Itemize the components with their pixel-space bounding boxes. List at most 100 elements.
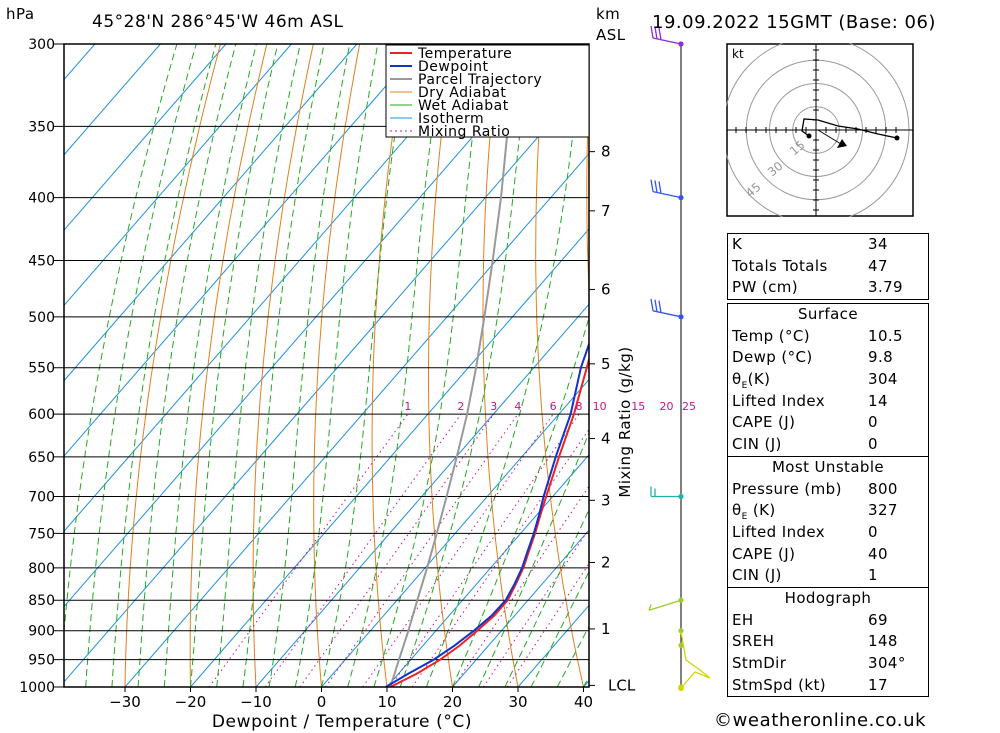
km-tick-label: 6: [601, 280, 611, 298]
legend-isotherm: Isotherm: [418, 111, 484, 127]
dry-adiabat-line: [313, 44, 361, 687]
temp-tick-label: 40: [574, 693, 593, 711]
wind-barb-flag: [650, 179, 654, 192]
pressure-tick-label: 1000: [19, 680, 55, 696]
mixing-ratio-line: [389, 413, 580, 687]
surface-temp-label: Temp (°C): [732, 326, 811, 345]
indices-table: K 34 Totals Totals 47 PW (cm) 3.79: [727, 233, 929, 301]
pressure-tick-label: 800: [28, 561, 55, 577]
legend-wet-adiabat: Wet Adiabat: [418, 98, 509, 114]
legend-temperature: Temperature: [417, 46, 512, 62]
wet-adiabat-line: [321, 44, 410, 687]
hodograph: kt 15 30 45: [726, 43, 914, 217]
isotherm-line: [0, 44, 29, 687]
dewpoint-line: [385, 341, 589, 687]
isotherm-line: [190, 228, 589, 687]
pressure-tick-label: 950: [28, 653, 55, 669]
pressure-tick-label: 300: [28, 37, 55, 53]
dry-adiabat-line: [371, 44, 407, 687]
surface-li-value: 14: [868, 391, 888, 410]
pressure-tick-label: 350: [28, 119, 55, 135]
temp-tick-label: 0: [317, 693, 327, 711]
storm-motion-vector: [817, 129, 842, 145]
mixing-ratio-line: [506, 562, 589, 687]
mixing-ratio-line: [299, 413, 495, 687]
wind-barb-flag: [650, 25, 654, 39]
km-tick-label: 4: [601, 430, 611, 448]
pressure-tick-label: 600: [28, 407, 55, 423]
surface-cape-value: 0: [868, 413, 878, 432]
mixing-ratio-label: 3: [490, 400, 497, 413]
wind-barb-shaft: [652, 310, 682, 318]
wet-adiabat-line: [399, 44, 531, 687]
surface-table: Surface Temp (°C) 10.5 Dewp (°C) 9.8 θE(K)…: [727, 303, 929, 698]
wet-adiabat-line: [85, 44, 197, 687]
location-title: 45°28'N 286°45'W 46m ASL: [92, 12, 344, 32]
mu-theta-value: 327: [868, 501, 898, 520]
isotherm-line: [64, 44, 161, 156]
eh-label: EH: [732, 610, 754, 629]
pressure-tick-label: 850: [28, 593, 55, 609]
hodograph-start-dot: [806, 133, 812, 139]
parcel-trajectory-line: [389, 44, 519, 687]
isotherm-line: [321, 378, 589, 687]
wet-adiabat-line: [347, 44, 445, 687]
wet-adiabat-line: [163, 44, 257, 687]
pressure-tick-label: 400: [28, 191, 55, 207]
isotherm-line: [64, 44, 358, 382]
mixing-ratio-label: 10: [593, 400, 607, 413]
storm-motion-marker: [837, 139, 847, 148]
pressure-tick-label: 650: [28, 450, 55, 466]
wind-barb-shaft: [648, 599, 682, 611]
totals-label: Totals Totals: [732, 256, 828, 275]
isotherm-line: [64, 77, 589, 683]
hodograph-unit: kt: [732, 47, 744, 61]
stmspd-label: StmSpd (kt): [732, 675, 827, 694]
legend-mixing-ratio: Mixing Ratio: [418, 124, 510, 140]
mixing-ratio-label: 15: [631, 400, 645, 413]
dry-adiabat-line: [535, 44, 584, 687]
mixing-ratio-line: [208, 413, 409, 687]
wet-adiabat-line: [268, 44, 351, 687]
temp-tick-label: −30: [109, 693, 141, 711]
wind-barb-flag: [654, 26, 658, 40]
sreh-label: SREH: [732, 632, 775, 651]
dry-adiabat-line: [917, 44, 1000, 687]
isobars: [54, 43, 589, 688]
surface-dewp-label: Dewp (°C): [732, 348, 813, 367]
isotherm-line: [386, 454, 589, 687]
asl-label: ASL: [596, 26, 626, 44]
pressure-tick-label: 450: [28, 254, 55, 270]
wind-barb-flag: [658, 27, 662, 40]
sreh-value: 148: [868, 632, 898, 651]
isotherm-line: [452, 529, 589, 687]
pressure-tick-label: 750: [28, 526, 55, 542]
wind-barb-flag: [654, 299, 658, 312]
dry-adiabat-line: [586, 84, 589, 300]
legend: Temperature Dewpoint Parcel Trajectory D…: [385, 44, 590, 140]
wet-adiabat-line: [137, 44, 237, 687]
mixing-ratio-label: 1: [404, 400, 411, 413]
wind-barb-shaft: [652, 191, 682, 199]
credit-link[interactable]: ©weatheronline.co.uk: [714, 710, 927, 731]
hodograph-trace: [801, 118, 898, 139]
mixing-ratio-label: 2: [457, 400, 464, 413]
surface-dewp-value: 9.8: [868, 348, 894, 367]
surface-wind-dot: [678, 685, 684, 691]
profiles: [385, 44, 589, 687]
mixing-ratio-label: 20: [660, 400, 674, 413]
isotherm-line: [255, 303, 589, 687]
wind-barb-flag: [650, 298, 654, 311]
eh-value: 69: [868, 610, 888, 629]
plot-frame: [63, 43, 590, 688]
km-tick-label: 2: [601, 553, 611, 571]
surface-theta-value: 304: [868, 370, 898, 389]
pressure-tick-label: 500: [28, 310, 55, 326]
mu-li-value: 0: [868, 522, 878, 541]
temp-tick-label: −10: [240, 693, 272, 711]
wind-level-dot: [678, 642, 684, 648]
legend-dewpoint: Dewpoint: [418, 59, 489, 75]
pw-label: PW (cm): [732, 278, 799, 297]
wind-barb-flag: [658, 300, 662, 313]
